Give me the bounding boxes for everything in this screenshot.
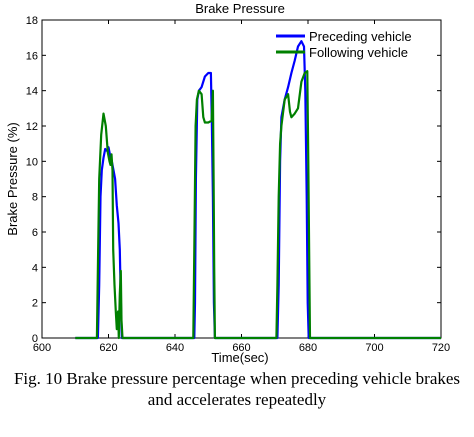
x-axis: 600 620 640 660 680 700 720 [33, 20, 450, 354]
x-tick-label: 600 [33, 342, 51, 354]
y-tick-label: 8 [32, 192, 38, 204]
y-tick-label: 12 [26, 121, 38, 133]
y-tick-label: 16 [26, 50, 38, 62]
x-axis-label: Time(sec) [211, 350, 268, 365]
chart: Brake Pressure 0 2 4 6 8 10 12 14 16 18 600 620 640… [5, 1, 450, 365]
y-axis: 0 2 4 6 8 10 12 14 16 18 [26, 15, 441, 345]
legend-label-preceding: Preceding vehicle [309, 29, 412, 44]
y-tick-label: 14 [26, 86, 38, 98]
chart-title: Brake Pressure [195, 1, 285, 16]
y-tick-label: 2 [32, 298, 38, 310]
series-layer [75, 40, 441, 340]
x-tick-label: 660 [232, 342, 250, 354]
y-tick-label: 4 [32, 262, 38, 274]
x-tick-label: 680 [299, 342, 317, 354]
x-tick-label: 620 [99, 342, 117, 354]
legend-label-following: Following vehicle [309, 45, 408, 60]
figure-caption-line2: and accelerates repeatedly [147, 390, 327, 409]
y-tick-label: 10 [26, 156, 38, 168]
figure-caption-line1: Fig. 10 Brake pressure percentage when p… [13, 369, 461, 388]
series-line-following [75, 70, 441, 340]
x-tick-label: 640 [166, 342, 184, 354]
legend: Preceding vehicle Following vehicle [276, 29, 412, 60]
y-tick-label: 18 [26, 15, 38, 27]
y-axis-label: Brake Pressure (%) [5, 122, 20, 235]
x-tick-label: 700 [365, 342, 383, 354]
y-tick-label: 6 [32, 227, 38, 239]
plot-area [41, 19, 442, 339]
x-tick-label: 720 [432, 342, 450, 354]
y-tick-label: 0 [32, 333, 38, 345]
